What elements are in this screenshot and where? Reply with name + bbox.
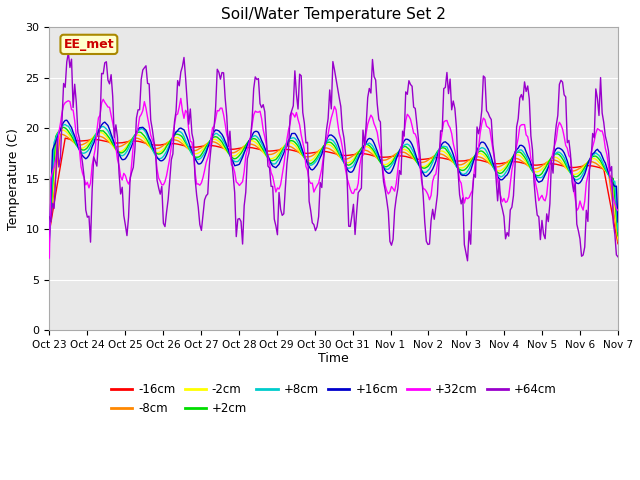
Legend: -16cm, -8cm, -2cm, +2cm, +8cm, +16cm, +32cm, +64cm: -16cm, -8cm, -2cm, +2cm, +8cm, +16cm, +3… [111,383,557,415]
Title: Soil/Water Temperature Set 2: Soil/Water Temperature Set 2 [221,7,446,22]
Text: EE_met: EE_met [63,38,114,51]
Y-axis label: Temperature (C): Temperature (C) [7,128,20,229]
X-axis label: Time: Time [318,352,349,365]
